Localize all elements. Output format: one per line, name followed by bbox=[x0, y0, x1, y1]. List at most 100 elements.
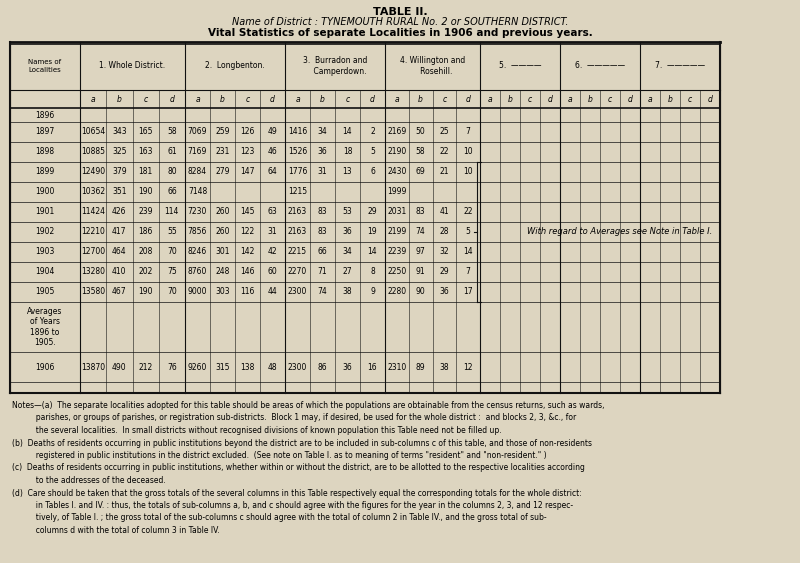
Text: 76: 76 bbox=[167, 363, 177, 372]
Text: 61: 61 bbox=[167, 148, 177, 157]
Text: 2031: 2031 bbox=[387, 208, 406, 217]
Text: 343: 343 bbox=[112, 127, 126, 136]
Text: 9000: 9000 bbox=[188, 288, 207, 297]
Text: 12210: 12210 bbox=[81, 227, 105, 236]
Text: 248: 248 bbox=[215, 267, 230, 276]
Text: 75: 75 bbox=[167, 267, 177, 276]
Text: 1903: 1903 bbox=[35, 248, 54, 257]
Text: 42: 42 bbox=[268, 248, 278, 257]
Text: 74: 74 bbox=[416, 227, 426, 236]
Text: 7069: 7069 bbox=[188, 127, 207, 136]
Text: 2430: 2430 bbox=[387, 168, 406, 176]
Text: 259: 259 bbox=[215, 127, 230, 136]
Text: 2280: 2280 bbox=[387, 288, 406, 297]
Text: a: a bbox=[568, 95, 572, 104]
Text: 38: 38 bbox=[342, 288, 352, 297]
Text: b: b bbox=[117, 95, 122, 104]
Text: 490: 490 bbox=[112, 363, 126, 372]
Text: (b)  Deaths of residents occurring in public institutions beyond the district ar: (b) Deaths of residents occurring in pub… bbox=[12, 439, 592, 448]
Text: 190: 190 bbox=[138, 288, 153, 297]
Text: 46: 46 bbox=[268, 148, 278, 157]
Text: columns d with the total of column 3 in Table IV.: columns d with the total of column 3 in … bbox=[12, 526, 220, 535]
Text: d: d bbox=[627, 95, 633, 104]
Text: 2: 2 bbox=[370, 127, 375, 136]
Text: d: d bbox=[170, 95, 174, 104]
Text: 80: 80 bbox=[167, 168, 177, 176]
Text: 2270: 2270 bbox=[288, 267, 307, 276]
Text: a: a bbox=[195, 95, 200, 104]
Text: b: b bbox=[220, 95, 225, 104]
Text: 13: 13 bbox=[342, 168, 352, 176]
Text: 146: 146 bbox=[240, 267, 254, 276]
Text: b: b bbox=[418, 95, 423, 104]
Text: 2190: 2190 bbox=[387, 148, 406, 157]
Text: 66: 66 bbox=[318, 248, 327, 257]
Text: 181: 181 bbox=[138, 168, 153, 176]
Text: a: a bbox=[648, 95, 652, 104]
Text: 10362: 10362 bbox=[81, 187, 105, 196]
Text: 1526: 1526 bbox=[288, 148, 307, 157]
Text: 53: 53 bbox=[342, 208, 352, 217]
Text: Averages
of Years
1896 to
1905.: Averages of Years 1896 to 1905. bbox=[27, 307, 62, 347]
Text: 83: 83 bbox=[318, 227, 327, 236]
Text: 116: 116 bbox=[240, 288, 254, 297]
Text: 1999: 1999 bbox=[387, 187, 406, 196]
Text: 208: 208 bbox=[138, 248, 153, 257]
Text: 69: 69 bbox=[416, 168, 426, 176]
Text: 1899: 1899 bbox=[35, 168, 54, 176]
Text: 14: 14 bbox=[368, 248, 378, 257]
Text: 8760: 8760 bbox=[188, 267, 207, 276]
Text: 86: 86 bbox=[318, 363, 327, 372]
Text: 14: 14 bbox=[463, 248, 473, 257]
Text: 2199: 2199 bbox=[387, 227, 406, 236]
Text: 22: 22 bbox=[440, 148, 449, 157]
Text: the several localities.  In small districts without recognised divisions of know: the several localities. In small distric… bbox=[12, 426, 502, 435]
Text: 14: 14 bbox=[342, 127, 352, 136]
Text: d: d bbox=[370, 95, 375, 104]
Text: 10: 10 bbox=[463, 168, 473, 176]
Text: 10654: 10654 bbox=[81, 127, 106, 136]
Text: 70: 70 bbox=[167, 248, 177, 257]
Text: 29: 29 bbox=[439, 267, 449, 276]
Text: 2163: 2163 bbox=[288, 227, 307, 236]
Text: 66: 66 bbox=[167, 187, 177, 196]
Text: 1904: 1904 bbox=[35, 267, 54, 276]
Text: 2310: 2310 bbox=[387, 363, 406, 372]
Text: 70: 70 bbox=[167, 288, 177, 297]
Text: 25: 25 bbox=[439, 127, 449, 136]
Text: 83: 83 bbox=[416, 208, 426, 217]
Text: 1902: 1902 bbox=[35, 227, 54, 236]
Text: 147: 147 bbox=[240, 168, 254, 176]
Text: 260: 260 bbox=[215, 227, 230, 236]
Text: 21: 21 bbox=[440, 168, 449, 176]
Text: 11424: 11424 bbox=[81, 208, 105, 217]
Text: 126: 126 bbox=[240, 127, 254, 136]
Text: 467: 467 bbox=[112, 288, 126, 297]
Text: 44: 44 bbox=[268, 288, 278, 297]
Text: c: c bbox=[442, 95, 446, 104]
Text: in Tables I. and IV. : thus, the totals of sub-columns a, b, and c should agree : in Tables I. and IV. : thus, the totals … bbox=[12, 501, 573, 510]
Text: 239: 239 bbox=[138, 208, 153, 217]
Text: 145: 145 bbox=[240, 208, 254, 217]
Text: 12490: 12490 bbox=[81, 168, 105, 176]
Text: 464: 464 bbox=[112, 248, 126, 257]
Text: (c)  Deaths of residents occurring in public institutions, whether within or wit: (c) Deaths of residents occurring in pub… bbox=[12, 463, 585, 472]
Text: a: a bbox=[295, 95, 300, 104]
Text: Name of District : TYNEMOUTH RURAL No. 2 or SOUTHERN DISTRICT.: Name of District : TYNEMOUTH RURAL No. 2… bbox=[232, 17, 568, 27]
Text: 58: 58 bbox=[416, 148, 426, 157]
Text: 5: 5 bbox=[466, 227, 470, 236]
Text: 28: 28 bbox=[440, 227, 449, 236]
Text: 190: 190 bbox=[138, 187, 153, 196]
Text: 7: 7 bbox=[466, 267, 470, 276]
Text: registered in public institutions in the district excluded.  (See note on Table : registered in public institutions in the… bbox=[12, 451, 546, 460]
Text: 7169: 7169 bbox=[188, 148, 207, 157]
Text: 89: 89 bbox=[416, 363, 426, 372]
Text: d: d bbox=[707, 95, 713, 104]
Text: 9: 9 bbox=[370, 288, 375, 297]
Text: d: d bbox=[270, 95, 275, 104]
Text: 1416: 1416 bbox=[288, 127, 307, 136]
Text: b: b bbox=[667, 95, 673, 104]
Text: TABLE II.: TABLE II. bbox=[373, 7, 427, 17]
Text: 13280: 13280 bbox=[81, 267, 105, 276]
Text: 1. Whole District.: 1. Whole District. bbox=[99, 61, 166, 70]
